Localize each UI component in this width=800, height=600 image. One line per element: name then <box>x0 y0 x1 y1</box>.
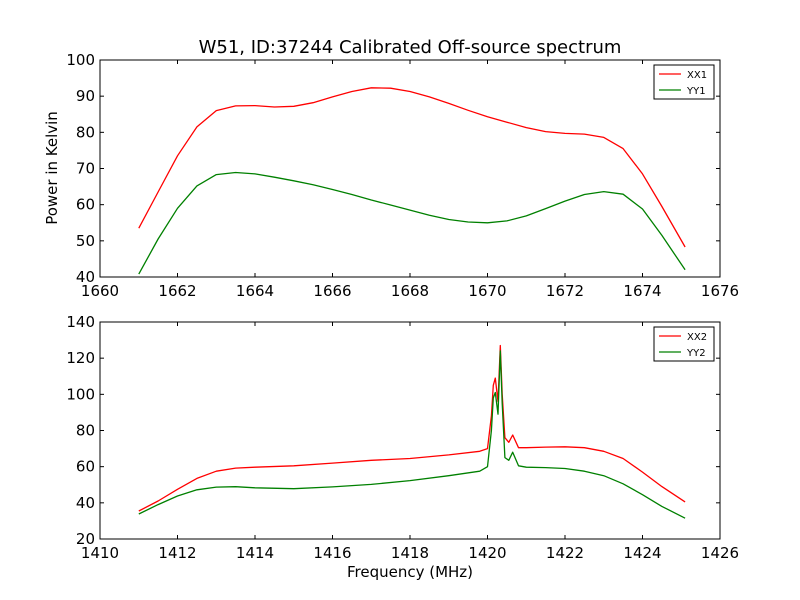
y-tick-label: 80 <box>76 422 95 440</box>
legend-label-yy2: YY2 <box>686 348 706 359</box>
figure-title: W51, ID:37244 Calibrated Off-source spec… <box>199 37 622 58</box>
x-tick-label: 1414 <box>236 544 274 562</box>
bottom-panel: 1410 1412 1414 1416 1418 1420 1422 1424 1426 20 40… <box>66 313 739 562</box>
series-line-yy1 <box>138 171 686 275</box>
x-tick-label: 1424 <box>623 544 661 562</box>
x-tick-label: 1664 <box>236 282 274 300</box>
series-line-yy2 <box>138 350 686 519</box>
x-tick-label: 1666 <box>313 282 351 300</box>
y-tick-label: 60 <box>76 458 95 476</box>
y-tick-label: 40 <box>76 494 95 512</box>
x-tick-label: 1420 <box>468 544 506 562</box>
y-tick-label: 100 <box>66 385 95 403</box>
y-tick-label: 140 <box>66 313 95 331</box>
y-tick-label: 70 <box>76 160 95 178</box>
x-tick-label: 1418 <box>391 544 429 562</box>
y-tick-label: 80 <box>76 123 95 141</box>
x-tick-label: 1676 <box>701 282 739 300</box>
legend-box <box>653 64 715 100</box>
legend-label-yy1: YY1 <box>686 86 706 97</box>
y-tick-label: 90 <box>76 87 95 105</box>
y-tick-label: 40 <box>76 268 95 286</box>
x-tick-label: 1672 <box>546 282 584 300</box>
x-tick-label: 1660 <box>81 282 119 300</box>
y-tick-label: 20 <box>76 530 95 548</box>
y-tick-label: 60 <box>76 196 95 214</box>
y-tick-label: 100 <box>66 51 95 69</box>
legend-label-xx2: XX2 <box>687 332 707 343</box>
series-line-xx2 <box>138 344 686 512</box>
y-tick-label: 120 <box>66 349 95 367</box>
y-axis-label: Power in Kelvin <box>43 111 61 225</box>
x-tick-label: 1416 <box>313 544 351 562</box>
x-tick-label: 1670 <box>468 282 506 300</box>
x-tick-label: 1662 <box>158 282 196 300</box>
x-tick-label: 1668 <box>391 282 429 300</box>
x-tick-label: 1410 <box>81 544 119 562</box>
series-line-xx1 <box>138 87 686 248</box>
y-tick-label: 50 <box>76 232 95 250</box>
top-panel: 1660 1662 1664 1666 1668 1670 1672 1674 1676 40 50… <box>66 51 739 300</box>
x-tick-label: 1412 <box>158 544 196 562</box>
x-tick-label: 1674 <box>623 282 661 300</box>
x-axis-label: Frequency (MHz) <box>347 563 473 581</box>
legend-label-xx1: XX1 <box>687 70 707 81</box>
x-tick-label: 1426 <box>701 544 739 562</box>
x-tick-label: 1422 <box>546 544 584 562</box>
legend-box <box>653 326 715 362</box>
